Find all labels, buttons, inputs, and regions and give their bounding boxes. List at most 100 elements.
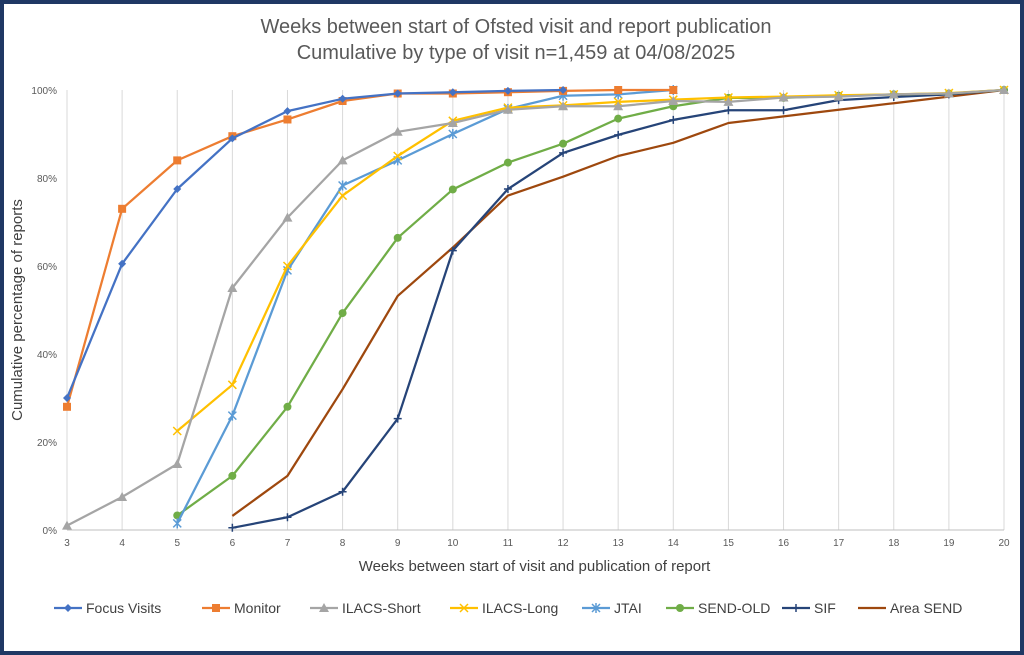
x-tick-label: 14 — [668, 538, 680, 549]
legend-marker — [459, 603, 469, 613]
data-point — [448, 88, 457, 97]
x-tick-label: 16 — [778, 538, 790, 549]
series-send-old — [173, 86, 1008, 520]
legend-item-sif: SIF — [782, 600, 836, 616]
data-point — [282, 261, 293, 271]
legend-item-ilacs-long: ILACS-Long — [450, 600, 558, 616]
y-tick-label: 100% — [31, 86, 57, 97]
data-point — [228, 134, 237, 143]
series-ilacs-long — [172, 85, 1009, 436]
data-point — [228, 523, 237, 532]
series-jtai — [172, 85, 678, 529]
x-axis-title: Weeks between start of visit and publica… — [359, 558, 711, 575]
legend-label: SIF — [814, 600, 836, 616]
series-ilacs-short — [62, 85, 1009, 530]
data-point — [723, 96, 734, 106]
series-line-focus-visits — [65, 88, 564, 399]
data-point — [283, 115, 292, 124]
x-tick-label: 13 — [613, 538, 625, 549]
y-axis-title: Cumulative percentage of reports — [9, 199, 26, 421]
legend-marker — [676, 604, 684, 612]
x-tick-label: 18 — [888, 538, 900, 549]
data-point — [117, 492, 128, 501]
data-point — [448, 185, 457, 194]
data-point — [338, 191, 348, 201]
chart-title: Weeks between start of Ofsted visit and … — [260, 16, 772, 38]
y-tick-label: 0% — [43, 526, 58, 537]
data-point — [338, 309, 347, 318]
data-point — [613, 101, 624, 111]
data-point — [614, 114, 623, 123]
data-point — [447, 118, 458, 127]
legend-item-ilacs-short: ILACS-Short — [310, 600, 421, 616]
series-line-send-old — [176, 88, 1005, 517]
x-tick-label: 7 — [285, 538, 291, 549]
x-tick-label: 15 — [723, 538, 735, 549]
x-tick-label: 11 — [503, 538, 514, 549]
legend-marker — [319, 603, 329, 612]
data-point — [172, 426, 182, 436]
data-point — [228, 471, 237, 480]
data-point — [669, 86, 678, 94]
data-point — [392, 126, 403, 136]
data-point — [393, 151, 403, 161]
data-point — [668, 96, 679, 105]
x-tick-label: 9 — [395, 538, 401, 549]
x-tick-label: 19 — [943, 538, 955, 549]
data-point — [283, 402, 292, 411]
data-point — [227, 283, 238, 292]
data-point — [338, 94, 347, 103]
legend-item-area-send: Area SEND — [858, 600, 962, 616]
series-line-ilacs-long — [176, 88, 1005, 432]
x-tick-label: 4 — [119, 538, 125, 549]
legend-item-monitor: Monitor — [202, 600, 281, 616]
data-point — [172, 459, 183, 468]
data-point — [173, 185, 182, 193]
series-focus-visits — [63, 86, 568, 402]
series-line-area-send — [231, 88, 1005, 517]
data-point — [559, 148, 568, 157]
legend-label: Area SEND — [890, 600, 962, 616]
y-tick-label: 60% — [37, 262, 57, 273]
data-point — [63, 394, 71, 402]
series-line-jtai — [176, 88, 674, 524]
data-point — [502, 104, 513, 114]
data-point — [283, 107, 292, 116]
legend-label: Monitor — [234, 600, 281, 616]
data-point — [503, 86, 512, 95]
data-point — [118, 259, 127, 268]
data-point — [172, 518, 182, 529]
data-point — [118, 204, 127, 213]
data-point — [558, 101, 569, 111]
legend-marker — [64, 604, 72, 612]
legend-marker — [792, 604, 800, 612]
x-tick-label: 3 — [64, 538, 70, 549]
data-point — [503, 158, 512, 167]
legend-marker — [591, 603, 601, 613]
x-tick-label: 5 — [174, 538, 180, 549]
data-point — [282, 212, 293, 222]
x-tick-label: 10 — [447, 538, 459, 549]
data-point — [448, 246, 457, 255]
data-point — [338, 180, 348, 191]
data-point — [614, 130, 623, 139]
data-point — [337, 155, 348, 165]
legend-label: ILACS-Long — [482, 600, 558, 616]
x-tick-label: 20 — [998, 538, 1010, 549]
series-line-monitor — [65, 88, 674, 408]
data-point — [338, 487, 347, 496]
legend-label: SEND-OLD — [698, 600, 770, 616]
x-tick-label: 12 — [557, 538, 569, 549]
y-tick-label: 20% — [37, 438, 57, 449]
data-point — [62, 520, 72, 530]
data-point — [393, 89, 402, 98]
data-point — [779, 106, 788, 115]
legend-item-jtai: JTAI — [582, 600, 642, 616]
data-point — [999, 85, 1009, 94]
legend: Focus Visits Monitor ILACS-Short ILACS-Long… — [54, 600, 962, 616]
data-point — [63, 402, 71, 411]
series-area-send — [231, 88, 1005, 517]
data-point — [614, 86, 623, 94]
legend-item-send-old: SEND-OLD — [666, 600, 770, 616]
